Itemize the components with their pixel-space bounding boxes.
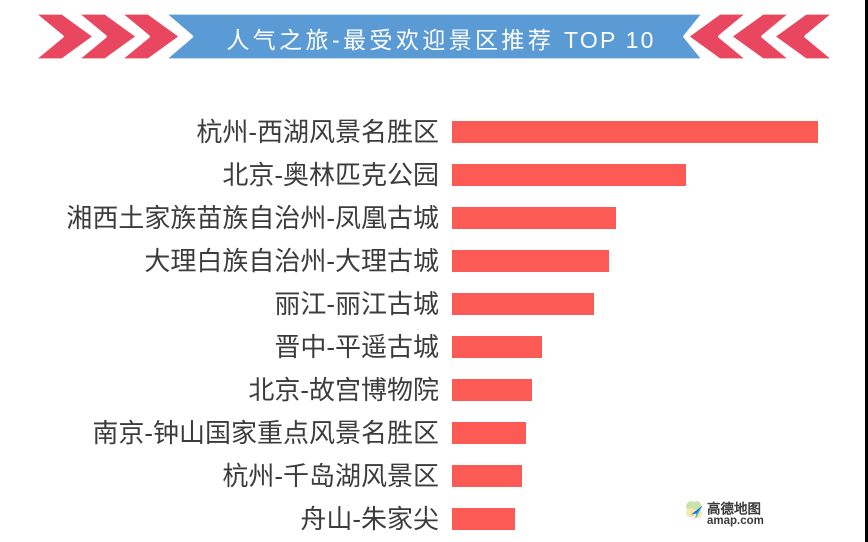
svg-text:amap.com: amap.com (707, 515, 764, 527)
